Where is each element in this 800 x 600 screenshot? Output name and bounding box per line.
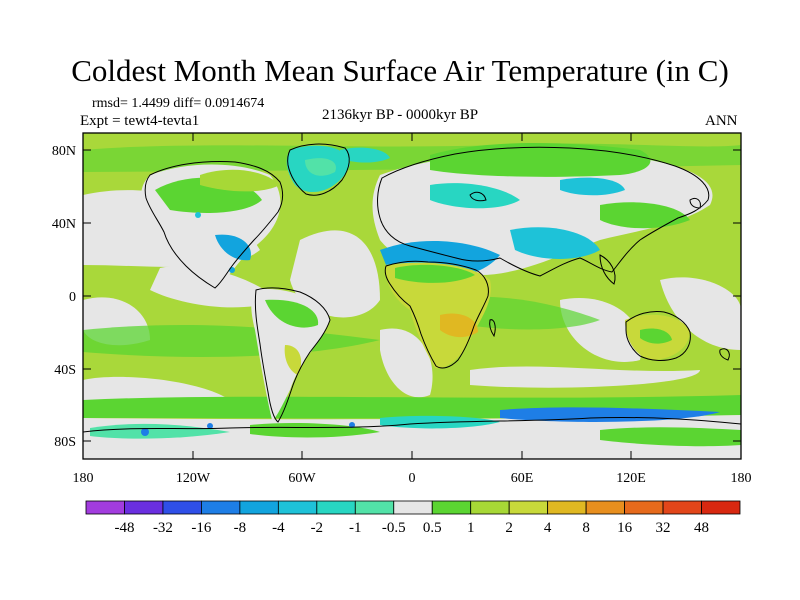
x-tick-label: 60W	[288, 471, 316, 486]
colorbar-cell	[239, 500, 279, 515]
colorbar-cell	[316, 500, 356, 515]
experiment-label: Expt = tewt4-tevta1	[80, 113, 200, 129]
colorbar-label: 1	[467, 520, 475, 536]
season-label: ANN	[705, 113, 738, 129]
colorbar-cell	[431, 500, 472, 515]
colorbar-label: 16	[617, 520, 633, 536]
colorbar-cell	[585, 500, 625, 515]
axis-ticks	[83, 133, 741, 459]
colorbar-label: -4	[272, 520, 285, 536]
x-tick-label: 120W	[176, 471, 211, 486]
colorbar-label: -2	[311, 520, 324, 536]
y-tick-label: 80N	[52, 144, 76, 159]
colorbar-cell	[277, 500, 318, 515]
temperature-field	[83, 133, 741, 459]
colorbar-cell	[85, 500, 125, 515]
x-tick-label: 120E	[616, 471, 646, 486]
colorbar-label: 0.5	[423, 520, 442, 536]
colorbar-label: -8	[234, 520, 247, 536]
colorbar-label: -0.5	[382, 520, 406, 536]
colorbar-label: 8	[582, 520, 590, 536]
colorbar: -48 -32 -16 -8 -4 -2 -1 -0.5 0.5 1 2 4 8 16 32 48	[85, 500, 741, 536]
colorbar-cell	[124, 500, 164, 515]
colorbar-label: -48	[114, 520, 134, 536]
colorbar-cell	[393, 500, 433, 515]
colorbar-label: 2	[505, 520, 513, 536]
rmsd-label: rmsd= 1.4499 diff= 0.0914674	[92, 96, 265, 111]
colorbar-cell	[201, 500, 241, 515]
colorbar-cell	[547, 500, 587, 515]
colorbar-label: -16	[191, 520, 211, 536]
x-tick-label: 180	[731, 471, 752, 486]
y-tick-label: 80S	[54, 435, 76, 450]
colorbar-cell	[470, 500, 510, 515]
colorbar-label: -32	[153, 520, 173, 536]
colorbar-cell	[662, 500, 702, 515]
period-label: 2136kyr BP - 0000kyr BP	[322, 107, 479, 123]
colorbar-cell	[162, 500, 202, 515]
x-tick-label: 0	[409, 471, 416, 486]
colorbar-cell	[354, 500, 395, 515]
colorbar-label: 48	[694, 520, 709, 536]
y-tick-label: 40S	[54, 363, 76, 378]
x-tick-label: 180	[73, 471, 94, 486]
colorbar-cell	[701, 500, 741, 515]
colorbar-label: 4	[544, 520, 552, 536]
y-tick-label: 0	[69, 290, 76, 305]
x-tick-label: 60E	[511, 471, 534, 486]
colorbar-cell	[508, 500, 549, 515]
y-tick-label: 40N	[52, 217, 76, 232]
colorbar-label: -1	[349, 520, 362, 536]
chart-title: Coldest Month Mean Surface Air Temperatu…	[71, 53, 729, 88]
coastlines	[83, 143, 741, 433]
colorbar-label: 32	[656, 520, 671, 536]
colorbar-cell	[624, 500, 664, 515]
